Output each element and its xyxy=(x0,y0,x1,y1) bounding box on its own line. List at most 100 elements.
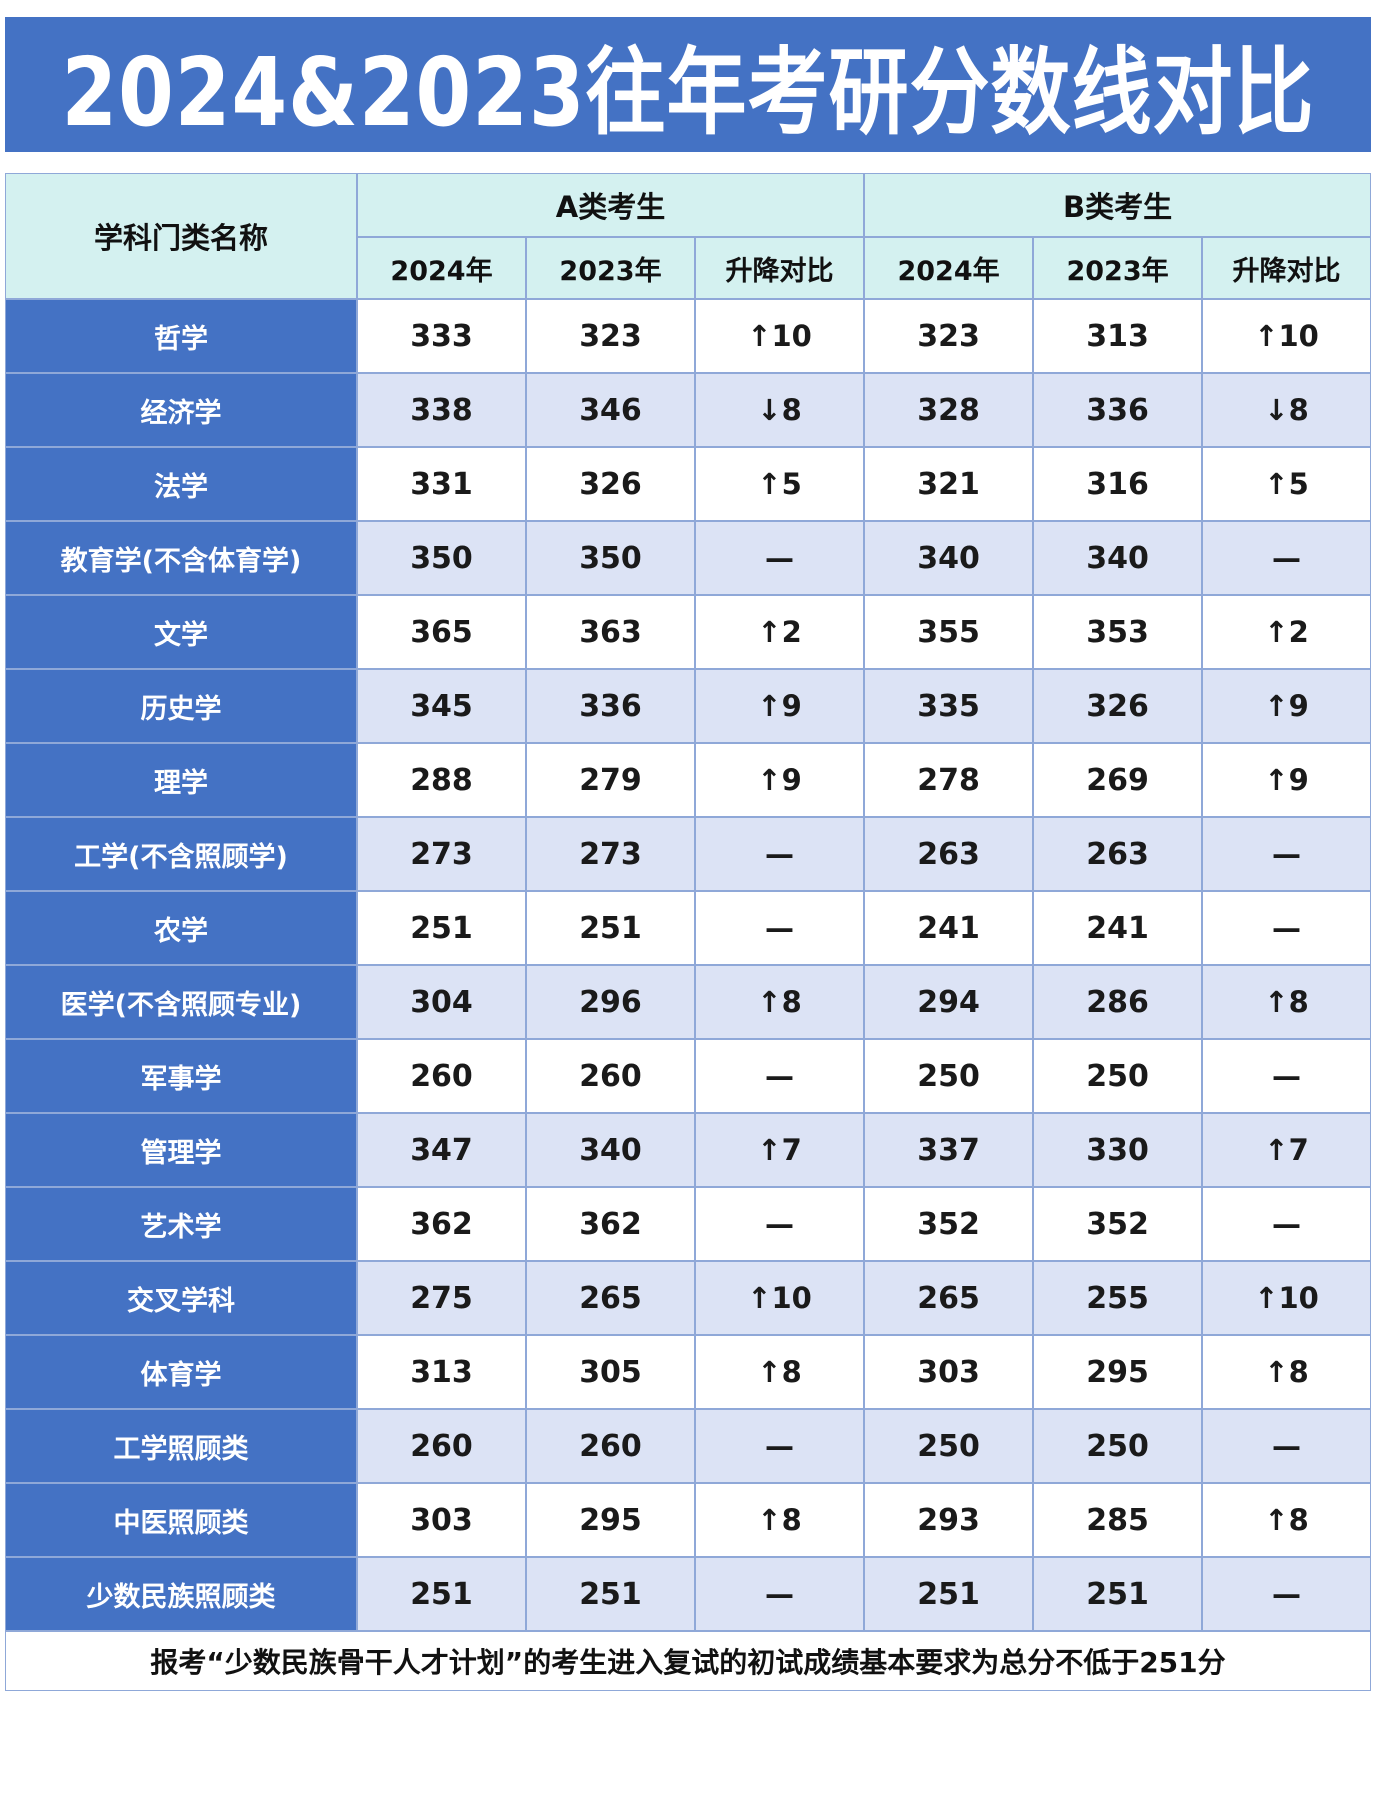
header-b-2023: 2023年 xyxy=(1033,237,1203,299)
cell-b-2024: 335 xyxy=(864,669,1034,743)
cell-b-2024: 303 xyxy=(864,1335,1034,1409)
cell-b-delta: — xyxy=(1202,1557,1372,1631)
table-head: 学科门类名称 A类考生 B类考生 2024年 2023年 升降对比 2024年 … xyxy=(5,173,1372,299)
cell-b-delta: — xyxy=(1202,1409,1372,1483)
cell-a-delta: ↑10 xyxy=(695,299,865,373)
cell-a-2024: 273 xyxy=(357,817,526,891)
cell-a-2024: 275 xyxy=(357,1261,526,1335)
header-group-a: A类考生 xyxy=(357,173,865,237)
row-category: 农学 xyxy=(5,891,357,965)
cell-a-2024: 303 xyxy=(357,1483,526,1557)
cell-a-2023: 323 xyxy=(526,299,695,373)
cell-b-2024: 265 xyxy=(864,1261,1034,1335)
cell-b-2023: 255 xyxy=(1033,1261,1203,1335)
cell-b-2023: 326 xyxy=(1033,669,1203,743)
cell-b-delta: ↑2 xyxy=(1202,595,1372,669)
cell-b-delta: ↑9 xyxy=(1202,669,1372,743)
cell-b-2024: 278 xyxy=(864,743,1034,817)
cell-b-2024: 355 xyxy=(864,595,1034,669)
cell-b-2023: 313 xyxy=(1033,299,1203,373)
cell-a-delta: ↑5 xyxy=(695,447,865,521)
score-table: 学科门类名称 A类考生 B类考生 2024年 2023年 升降对比 2024年 … xyxy=(5,173,1372,1691)
header-row-groups: 学科门类名称 A类考生 B类考生 xyxy=(5,173,1372,299)
row-category: 理学 xyxy=(5,743,357,817)
score-table-wrapper: 学科门类名称 A类考生 B类考生 2024年 2023年 升降对比 2024年 … xyxy=(5,173,1372,1691)
cell-a-2023: 350 xyxy=(526,521,695,595)
row-category: 哲学 xyxy=(5,299,357,373)
cell-b-2023: 295 xyxy=(1033,1335,1203,1409)
cell-a-2023: 251 xyxy=(526,891,695,965)
cell-b-2023: 330 xyxy=(1033,1113,1203,1187)
cell-b-2023: 250 xyxy=(1033,1409,1203,1483)
table-row: 中医照顾类 303 295 ↑8 293 285 ↑8 xyxy=(5,1483,1372,1557)
cell-a-2024: 260 xyxy=(357,1409,526,1483)
header-b-2024: 2024年 xyxy=(864,237,1034,299)
cell-a-2023: 260 xyxy=(526,1409,695,1483)
cell-a-2023: 295 xyxy=(526,1483,695,1557)
cell-a-delta: ↑9 xyxy=(695,669,865,743)
row-category: 历史学 xyxy=(5,669,357,743)
cell-a-2023: 279 xyxy=(526,743,695,817)
row-category: 管理学 xyxy=(5,1113,357,1187)
table-row: 少数民族照顾类 251 251—251 251— xyxy=(5,1557,1372,1631)
footnote-row: 报考“少数民族骨干人才计划”的考生进入复试的初试成绩基本要求为总分不低于251分 xyxy=(5,1631,1372,1691)
cell-a-2024: 331 xyxy=(357,447,526,521)
table-row: 法学 331 326 ↑5 321 316 ↑5 xyxy=(5,447,1372,521)
table-row: 医学(不含照顾专业) 304 296 ↑8 294 286 ↑8 xyxy=(5,965,1372,1039)
cell-b-2023: 269 xyxy=(1033,743,1203,817)
row-category: 法学 xyxy=(5,447,357,521)
cell-a-2023: 340 xyxy=(526,1113,695,1187)
cell-a-delta: ↑8 xyxy=(695,1483,865,1557)
cell-a-delta: ↑8 xyxy=(695,1335,865,1409)
table-foot: 报考“少数民族骨干人才计划”的考生进入复试的初试成绩基本要求为总分不低于251分 xyxy=(5,1631,1372,1691)
row-category: 中医照顾类 xyxy=(5,1483,357,1557)
cell-a-2024: 304 xyxy=(357,965,526,1039)
table-row: 经济学 338 346 ↓8 328 336 ↓8 xyxy=(5,373,1372,447)
cell-b-2024: 340 xyxy=(864,521,1034,595)
table-body: 哲学 333 323 ↑10 323 313 ↑10 经济学 338 346 ↓8 328 336 ↓8 法… xyxy=(5,299,1372,1631)
cell-a-delta: — xyxy=(695,891,865,965)
table-row: 军事学 260 260—250 250— xyxy=(5,1039,1372,1113)
table-row: 工学(不含照顾学) 273 273—263 263— xyxy=(5,817,1372,891)
table-row: 体育学 313 305 ↑8 303 295 ↑8 xyxy=(5,1335,1372,1409)
cell-b-delta: — xyxy=(1202,1187,1372,1261)
row-category: 经济学 xyxy=(5,373,357,447)
cell-a-2023: 346 xyxy=(526,373,695,447)
cell-a-2023: 273 xyxy=(526,817,695,891)
cell-a-2024: 251 xyxy=(357,891,526,965)
cell-b-2023: 263 xyxy=(1033,817,1203,891)
cell-a-2023: 326 xyxy=(526,447,695,521)
cell-a-2023: 336 xyxy=(526,669,695,743)
cell-a-2023: 251 xyxy=(526,1557,695,1631)
title-banner: 2024&2023往年考研分数线对比 xyxy=(5,17,1371,152)
cell-b-2023: 285 xyxy=(1033,1483,1203,1557)
table-row: 理学 288 279 ↑9 278 269 ↑9 xyxy=(5,743,1372,817)
cell-b-2023: 241 xyxy=(1033,891,1203,965)
cell-b-2023: 336 xyxy=(1033,373,1203,447)
cell-a-2024: 347 xyxy=(357,1113,526,1187)
cell-b-2023: 352 xyxy=(1033,1187,1203,1261)
row-category: 军事学 xyxy=(5,1039,357,1113)
row-category: 交叉学科 xyxy=(5,1261,357,1335)
cell-b-delta: ↑9 xyxy=(1202,743,1372,817)
cell-b-delta: — xyxy=(1202,1039,1372,1113)
cell-b-delta: ↑5 xyxy=(1202,447,1372,521)
cell-a-2023: 265 xyxy=(526,1261,695,1335)
cell-a-delta: — xyxy=(695,521,865,595)
cell-b-delta: ↑10 xyxy=(1202,299,1372,373)
cell-b-2023: 251 xyxy=(1033,1557,1203,1631)
cell-a-2024: 288 xyxy=(357,743,526,817)
cell-b-2024: 328 xyxy=(864,373,1034,447)
table-row: 教育学(不含体育学) 350 350—340 340— xyxy=(5,521,1372,595)
cell-a-delta: — xyxy=(695,817,865,891)
cell-b-2024: 250 xyxy=(864,1409,1034,1483)
cell-a-2023: 305 xyxy=(526,1335,695,1409)
header-b-delta: 升降对比 xyxy=(1202,237,1372,299)
cell-b-delta: ↑8 xyxy=(1202,1335,1372,1409)
header-category: 学科门类名称 xyxy=(5,173,357,299)
cell-b-delta: — xyxy=(1202,817,1372,891)
cell-b-2024: 321 xyxy=(864,447,1034,521)
table-row: 哲学 333 323 ↑10 323 313 ↑10 xyxy=(5,299,1372,373)
cell-b-delta: ↑8 xyxy=(1202,965,1372,1039)
cell-a-2023: 260 xyxy=(526,1039,695,1113)
